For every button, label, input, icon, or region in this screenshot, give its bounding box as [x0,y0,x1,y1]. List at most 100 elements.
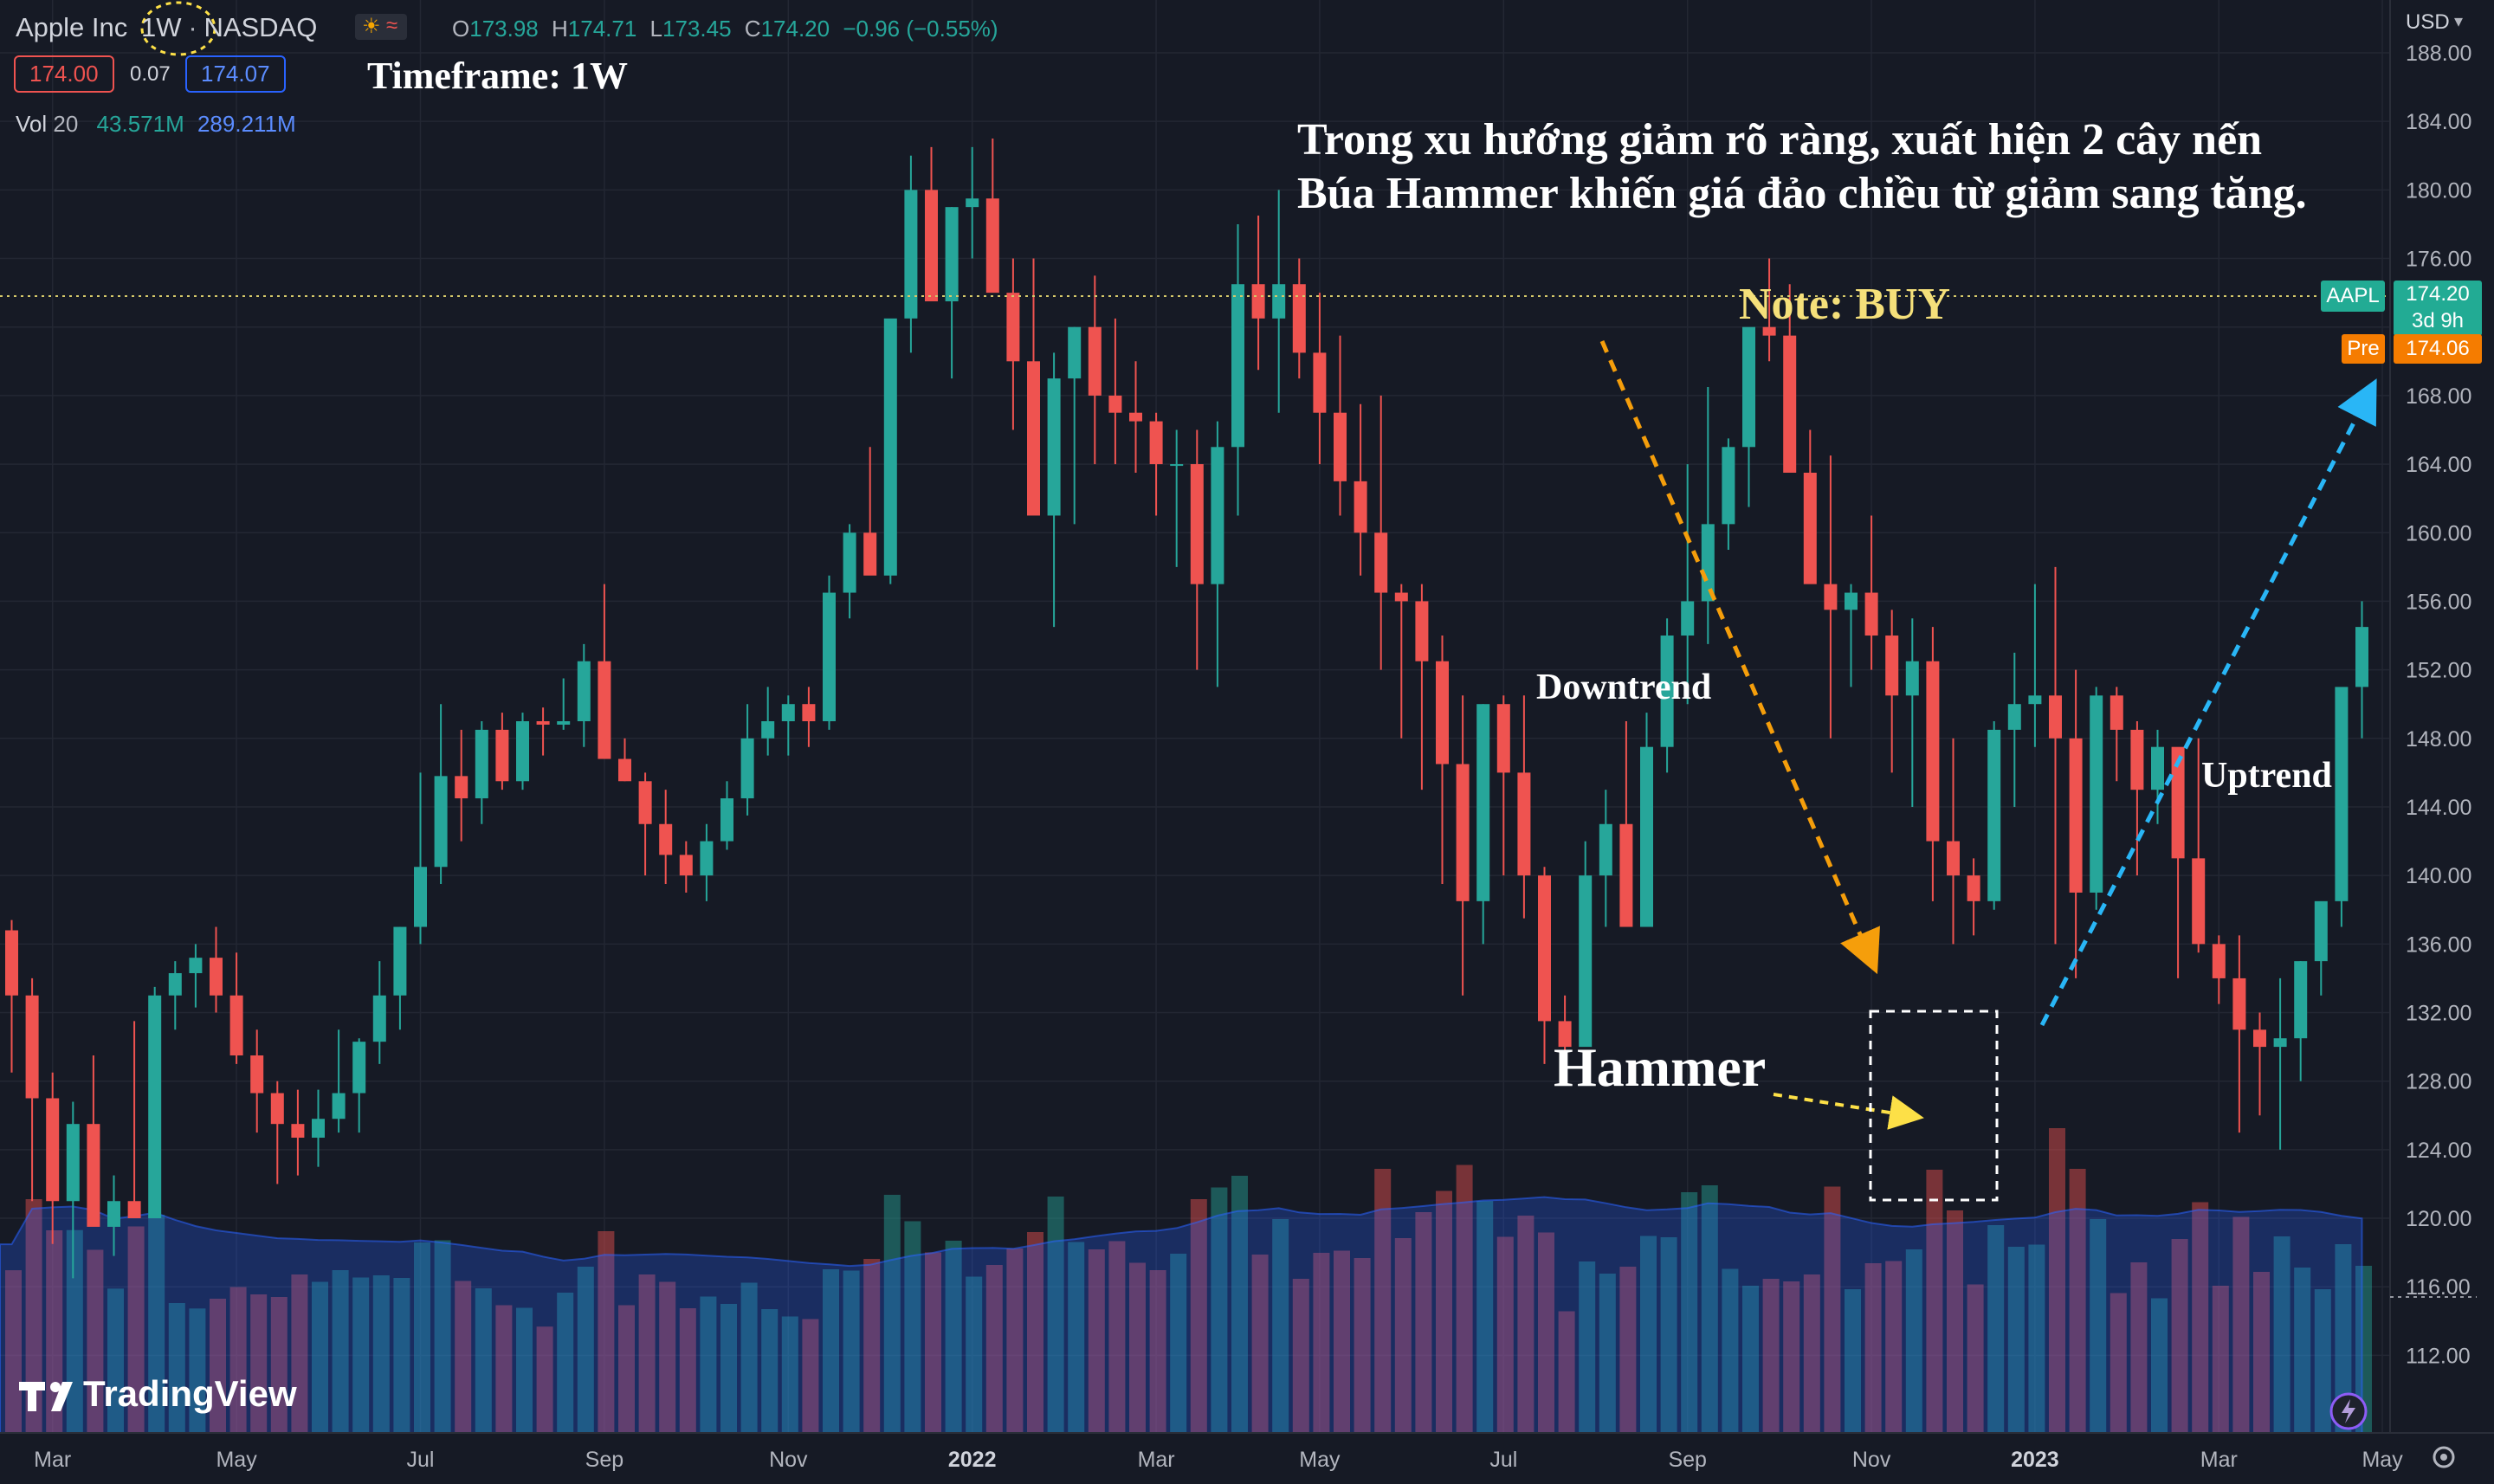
candle[interactable] [495,713,509,790]
candle[interactable] [352,1038,366,1133]
candle[interactable] [1190,429,1204,670]
candle[interactable] [1068,326,1082,525]
candle[interactable] [2273,978,2287,1150]
currency-label[interactable]: USD [2406,10,2450,34]
candle[interactable] [1149,412,1163,516]
candle[interactable] [1108,318,1122,465]
candle[interactable] [536,707,550,756]
candle[interactable] [802,687,816,747]
candle[interactable] [2212,935,2226,1004]
candle[interactable] [863,447,877,576]
candle[interactable] [557,678,571,730]
candle[interactable] [1047,352,1061,628]
candle[interactable] [1558,995,1572,1055]
candle[interactable] [2253,1012,2266,1116]
candle[interactable] [1681,464,1695,705]
candle[interactable] [883,318,897,584]
candle[interactable] [781,695,795,756]
candle[interactable] [966,146,979,259]
candle[interactable] [945,207,959,379]
candle[interactable] [638,772,652,876]
candle[interactable] [1476,704,1490,945]
candle[interactable] [25,978,39,1202]
currency-dropdown-icon[interactable]: ▾ [2454,12,2464,31]
candle[interactable] [1334,335,1347,516]
candle[interactable] [414,772,427,945]
candle[interactable] [2110,687,2123,782]
candle[interactable] [87,1055,100,1227]
candle[interactable] [1538,867,1551,1064]
bid-price-box[interactable]: 174.00 [14,55,114,93]
candle[interactable] [2090,687,2103,910]
candle[interactable] [1129,361,1142,473]
candle[interactable] [1762,258,1776,362]
candle[interactable] [1006,258,1020,430]
symbol-legend[interactable]: Apple Inc 1W · NASDAQ [16,12,318,42]
candle[interactable] [2151,729,2164,824]
candle[interactable] [250,1029,264,1133]
candle[interactable] [66,1101,80,1279]
ask-price-box[interactable]: 174.07 [185,55,286,93]
candle[interactable] [372,961,386,1064]
candle[interactable] [148,986,162,1219]
candle[interactable] [46,1072,60,1244]
candle[interactable] [1231,223,1244,516]
candle[interactable] [823,575,836,730]
symbol-name[interactable]: Apple Inc [16,12,128,42]
candle[interactable] [1313,293,1327,465]
candle[interactable] [2232,935,2246,1133]
candle[interactable] [2028,584,2042,747]
ticker-tag[interactable]: AAPL [2321,281,2385,312]
candle[interactable] [1967,858,1980,936]
candle[interactable] [393,926,407,1030]
candle[interactable] [516,713,529,790]
pre-market-price[interactable]: 174.06 [2394,334,2482,364]
candle[interactable] [1783,284,1797,473]
candle[interactable] [127,1021,141,1219]
candle[interactable] [2192,738,2206,953]
candle[interactable] [107,1175,120,1256]
candle[interactable] [659,790,673,885]
time-axis[interactable]: Mar May Jul Sep Nov 2022 Mar May Jul Sep Nov 2023 Ma… [0,1432,2494,1472]
candle[interactable] [1354,403,1367,576]
candle[interactable] [312,1089,325,1167]
price-axis[interactable]: 112.00 116.00 120.00 124.00 128.00 132.00 136.… [2389,0,2471,1433]
settings-gear-icon[interactable] [2433,1446,2455,1468]
candle[interactable] [270,1081,284,1184]
candle[interactable] [1211,421,1224,687]
candle[interactable] [1660,618,1674,773]
candle[interactable] [210,926,223,1013]
candle[interactable] [1885,610,1899,773]
candle[interactable] [229,952,243,1064]
candle[interactable] [475,721,488,824]
candle[interactable] [1619,721,1633,927]
pre-market-label[interactable]: Pre [2342,334,2385,364]
candle[interactable] [1496,695,1510,876]
candle[interactable] [720,781,733,850]
candle[interactable] [1926,627,1940,901]
candle[interactable] [2130,721,2144,876]
candle[interactable] [1394,584,1408,739]
candle[interactable] [1170,429,1184,567]
candle[interactable] [2335,687,2349,927]
candle[interactable] [1640,713,1653,927]
candle[interactable] [291,1089,305,1176]
candle[interactable] [740,704,754,816]
candle[interactable] [1517,695,1531,919]
candle[interactable] [2355,601,2368,739]
candle[interactable] [1292,258,1306,379]
candle[interactable] [1947,738,1960,945]
candle[interactable] [1272,190,1286,413]
candle[interactable] [1251,216,1265,371]
interval-label[interactable]: 1W [141,12,182,42]
candle[interactable] [332,1029,346,1133]
candle[interactable] [168,961,182,1030]
candle[interactable] [2314,900,2328,996]
candle[interactable] [1824,455,1838,739]
candle[interactable] [1456,695,1470,996]
candle[interactable] [1579,841,1593,1048]
candle[interactable] [434,704,448,885]
candle[interactable] [2171,746,2185,978]
candle[interactable] [455,729,468,842]
